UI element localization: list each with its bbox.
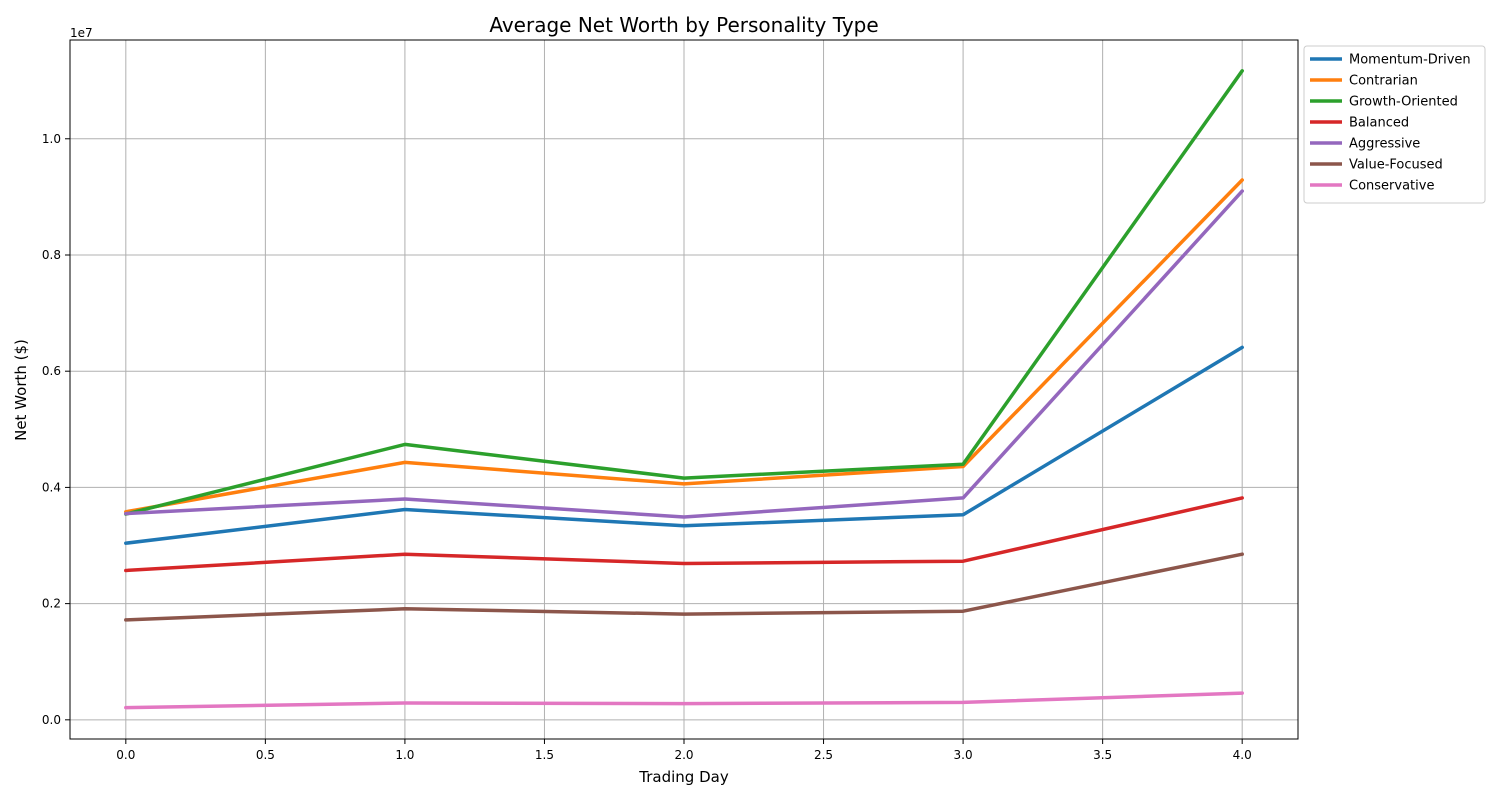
y-tick-label: 0.0 (42, 713, 61, 727)
x-axis-label: Trading Day (638, 768, 729, 786)
legend-entry: Aggressive (1349, 137, 1420, 152)
legend-box (1303, 45, 1486, 204)
x-tick-label: 3.5 (1093, 748, 1112, 762)
x-tick-label: 3.0 (954, 748, 973, 762)
series-line-contrarian (124, 178, 1244, 514)
x-tick-label: 1.5 (535, 748, 554, 762)
x-tick-label: 1.0 (395, 748, 414, 762)
x-tick-label: 0.0 (116, 748, 135, 762)
x-tick-label: 2.0 (674, 748, 693, 762)
legend: Momentum-Driven Contrarian Growth-Oriented… (1303, 45, 1486, 204)
x-tick-label: 4.0 (1233, 748, 1252, 762)
x-tick-label: 0.5 (256, 748, 275, 762)
legend-entry: Contrarian (1349, 74, 1418, 89)
y-tick-label: 0.6 (42, 364, 61, 378)
legend-entry: Balanced (1349, 116, 1409, 131)
chart-title: Average Net Worth by Personality Type (489, 13, 878, 37)
x-tick-label: 2.5 (814, 748, 833, 762)
legend-entry: Growth-Oriented (1349, 95, 1458, 110)
legend-entry: Value-Focused (1349, 158, 1443, 173)
series-lines (124, 69, 1244, 710)
y-tick-label: 0.4 (42, 480, 61, 494)
y-axis-offset-label: 1e7 (70, 26, 93, 40)
series-line-conservative (124, 691, 1244, 710)
series-line-balanced (124, 496, 1244, 573)
legend-entry: Conservative (1349, 179, 1434, 194)
axis-ticks: 0.0 0.5 1.0 1.5 2.0 2.5 3.0 3.5 4.0 0.0 0.2 0.4 0.6 0… (42, 132, 1252, 762)
series-line-momentum-driven (124, 345, 1244, 545)
legend-entry: Momentum-Driven (1349, 53, 1471, 68)
series-line-aggressive (124, 189, 1244, 519)
series-line-growth-oriented (124, 69, 1244, 516)
y-axis-label: Net Worth ($) (12, 339, 30, 441)
y-tick-label: 0.8 (42, 248, 61, 262)
y-tick-label: 1.0 (42, 132, 61, 146)
grid (70, 40, 1298, 739)
series-line-value-focused (124, 552, 1244, 622)
y-tick-label: 0.2 (42, 597, 61, 611)
